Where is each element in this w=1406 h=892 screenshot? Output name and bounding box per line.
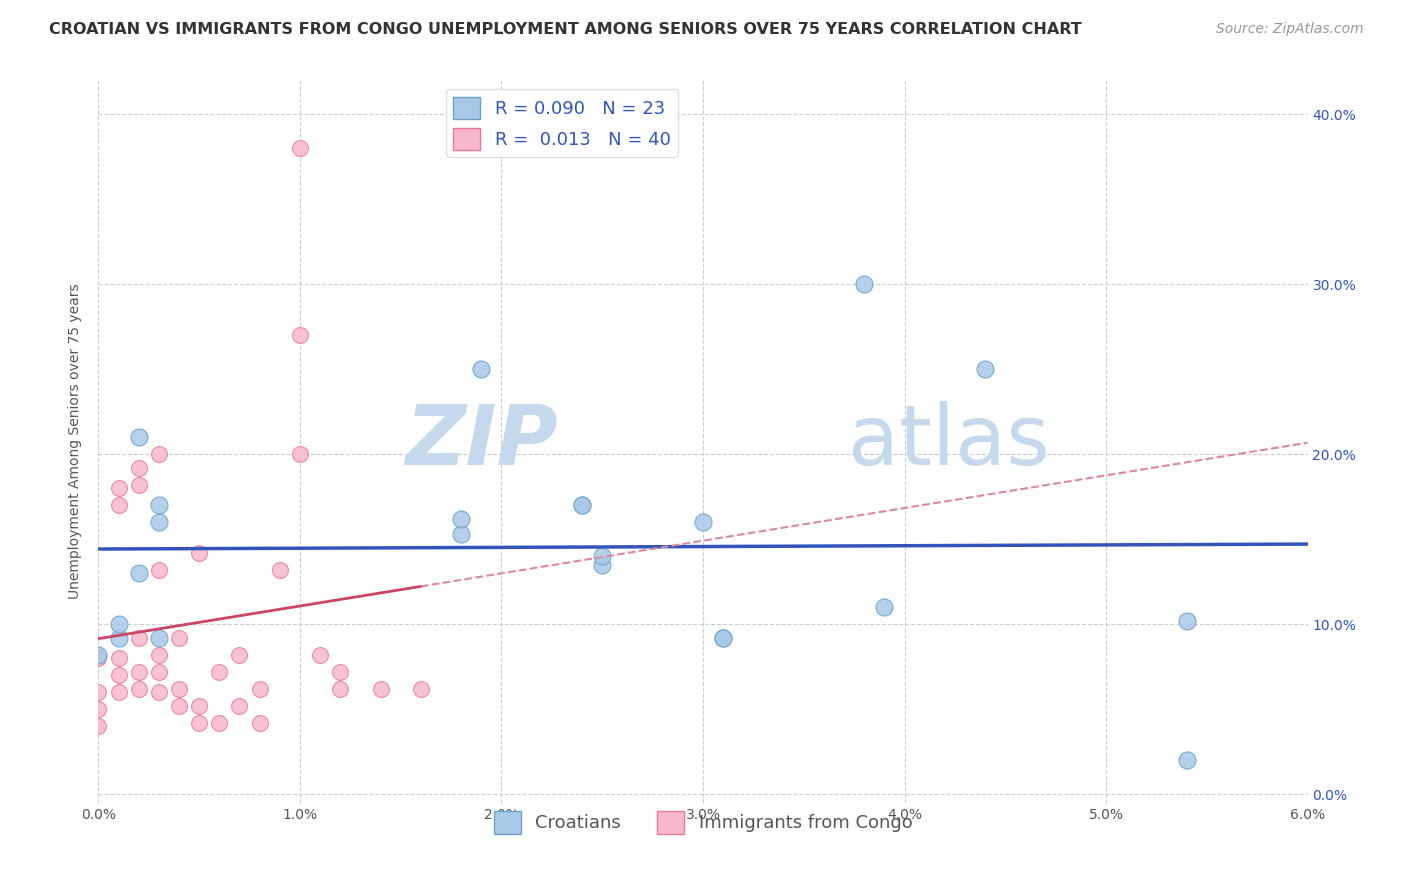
Text: atlas: atlas [848,401,1050,482]
Point [288,328,311,343]
Point [853,277,876,292]
Text: ZIP: ZIP [405,401,558,482]
Point [167,631,190,645]
Point [450,527,472,541]
Point [128,478,150,492]
Point [571,498,593,512]
Point [309,648,332,662]
Text: Source: ZipAtlas.com: Source: ZipAtlas.com [1216,22,1364,37]
Point [188,715,211,730]
Point [873,600,896,615]
Point [188,698,211,713]
Point [107,617,129,632]
Point [249,681,271,696]
Point [208,665,231,679]
Point [148,685,170,699]
Point [571,498,593,512]
Point [148,631,170,645]
Point [409,681,432,696]
Legend: Croatians, Immigrants from Congo: Croatians, Immigrants from Congo [486,805,920,841]
Point [167,698,190,713]
Point [228,648,250,662]
Point [1175,614,1198,628]
Point [128,461,150,475]
Point [148,498,170,512]
Point [329,665,352,679]
Point [450,512,472,526]
Point [370,681,392,696]
Point [711,631,734,645]
Point [107,498,129,512]
Point [249,715,271,730]
Point [107,631,129,645]
Point [148,563,170,577]
Text: CROATIAN VS IMMIGRANTS FROM CONGO UNEMPLOYMENT AMONG SENIORS OVER 75 YEARS CORRE: CROATIAN VS IMMIGRANTS FROM CONGO UNEMPL… [49,22,1083,37]
Point [692,516,714,530]
Point [107,668,129,682]
Point [148,447,170,461]
Point [107,685,129,699]
Point [1175,753,1198,767]
Point [148,516,170,530]
Point [208,715,231,730]
Point [167,681,190,696]
Point [228,698,250,713]
Point [87,685,110,699]
Point [591,549,613,564]
Point [288,141,311,155]
Point [148,665,170,679]
Point [87,651,110,665]
Point [470,362,492,376]
Point [87,702,110,716]
Point [128,631,150,645]
Point [128,681,150,696]
Y-axis label: Unemployment Among Seniors over 75 years: Unemployment Among Seniors over 75 years [69,284,83,599]
Point [188,546,211,560]
Point [329,681,352,696]
Point [269,563,291,577]
Point [288,447,311,461]
Point [107,651,129,665]
Point [148,648,170,662]
Point [128,430,150,444]
Point [591,558,613,572]
Point [974,362,997,376]
Point [711,631,734,645]
Point [87,648,110,662]
Point [87,719,110,733]
Point [107,481,129,495]
Point [128,665,150,679]
Point [128,566,150,581]
